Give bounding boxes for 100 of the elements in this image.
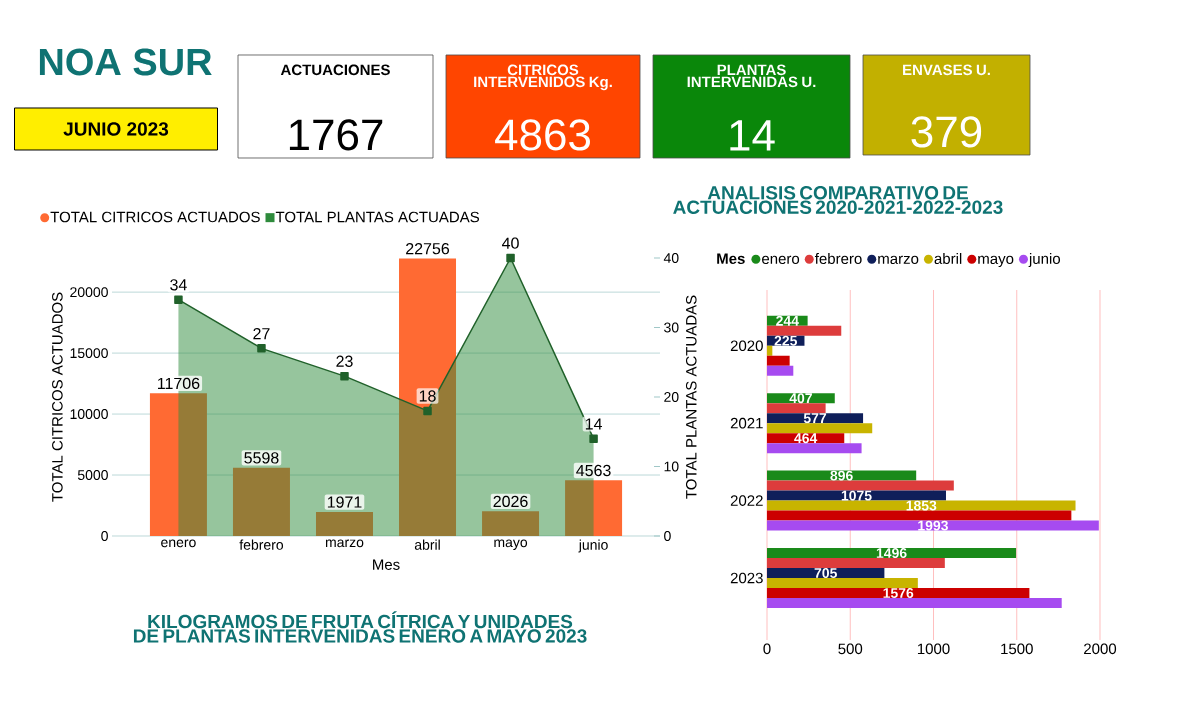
- x-tick-label: 0: [763, 643, 771, 655]
- bar: [767, 578, 918, 589]
- legend-label: TOTAL PLANTAS ACTUADAS: [275, 211, 480, 223]
- data-label: 244: [776, 315, 799, 326]
- data-label: 34: [170, 279, 187, 291]
- data-label: 11706: [158, 377, 200, 390]
- bar: [232, 467, 290, 536]
- y-tick-label: 15000: [70, 348, 108, 359]
- x-tick-label: abril: [414, 539, 440, 550]
- text: CITRICOS INTERVENIDOS Kg.: [474, 64, 612, 91]
- point: [340, 371, 349, 381]
- y2-tick-label: 20: [664, 392, 679, 402]
- text: 1767: [289, 119, 383, 151]
- x-tick-label: 1500: [1001, 643, 1033, 655]
- y2-tick-label: 30: [664, 322, 679, 333]
- bar: [399, 258, 457, 536]
- bar: [767, 500, 1076, 511]
- x-axis-title: Mes: [373, 559, 400, 570]
- x-tick-label: febrero: [239, 539, 284, 550]
- data-label: 27: [253, 327, 270, 340]
- bar: [565, 480, 623, 536]
- data-label: 1576: [883, 588, 914, 598]
- y2-axis-title: TOTAL PLANTAS ACTUADAS: [685, 295, 697, 499]
- text: JUNIO 2023: [63, 122, 169, 136]
- text: 4863: [495, 119, 590, 151]
- x-tick-label: junio: [578, 539, 608, 553]
- legend-label: TOTAL CITRICOS ACTUADOS: [50, 211, 260, 223]
- text: PLANTAS INTERVENIDAS U.: [687, 64, 816, 88]
- y-axis-title: TOTAL CITRICOS ACTUADOS: [52, 292, 63, 502]
- data-label: 1853: [906, 500, 937, 511]
- x-tick-label: 1000: [917, 643, 950, 655]
- bar: [767, 510, 1072, 521]
- y-tick-label: 0: [101, 531, 108, 541]
- data-label: 5598: [244, 452, 279, 464]
- chart-title: ANALISIS COMPARATIVO DE ACTUACIONES 2020-2021-2022-2023: [673, 186, 1003, 214]
- x-tick-label: enero: [161, 539, 196, 548]
- data-label: 225: [774, 335, 798, 346]
- text: NOA SUR: [39, 48, 212, 76]
- data-label: 22756: [406, 243, 450, 255]
- point: [589, 434, 598, 443]
- bar: [767, 520, 1099, 531]
- bar: [149, 393, 207, 536]
- y2-tick-label: 40: [663, 253, 679, 263]
- data-label: 577: [803, 413, 827, 424]
- bar: [767, 470, 917, 481]
- bar: [767, 558, 945, 569]
- bar: [482, 511, 540, 536]
- legend-label: mayo: [978, 255, 1014, 267]
- bar: [315, 511, 373, 536]
- data-label: 705: [814, 568, 837, 578]
- bar: [767, 423, 873, 434]
- text: ACTUACIONES: [280, 64, 390, 76]
- bar: [767, 548, 1017, 559]
- bar: [767, 325, 842, 336]
- data-label: 1496: [876, 548, 907, 558]
- data-label: 896: [830, 470, 853, 481]
- bar: [767, 355, 790, 366]
- y-tick-label: 10000: [70, 409, 108, 420]
- y-tick-label: 5000: [77, 470, 108, 480]
- bar: [767, 480, 954, 491]
- data-label: 1971: [327, 496, 362, 508]
- y-tick-label: 2020: [730, 340, 763, 352]
- data-label: 40: [502, 237, 519, 249]
- x-tick-label: 2000: [1084, 643, 1117, 655]
- y2-tick-label: 10: [664, 461, 679, 472]
- y-tick-label: 2021: [730, 417, 763, 429]
- bar: [767, 490, 946, 501]
- text: KILOGRAMOS DE FRUTA CÍTRICA Y UNIDADES DE PLANTAS INTERVENIDAS ENERO A MAYO 2023: [133, 611, 587, 643]
- bar: [767, 345, 773, 356]
- y-tick-label: 2022: [730, 495, 763, 506]
- legend-label: enero: [762, 255, 800, 265]
- y2-tick-label: 0: [664, 531, 671, 541]
- text: 14: [730, 120, 775, 151]
- x-tick-label: mayo: [494, 539, 528, 550]
- legend-label: marzo: [878, 255, 919, 265]
- point: [174, 295, 183, 304]
- data-label: 14: [585, 418, 602, 430]
- legend-label: junio: [1028, 253, 1061, 267]
- text: ENVASES U.: [903, 64, 990, 76]
- point: [257, 344, 266, 353]
- bar: [767, 568, 885, 579]
- y-tick-label: 20000: [70, 287, 108, 298]
- data-label: 23: [336, 355, 353, 367]
- point: [423, 406, 432, 416]
- data-label: 407: [789, 393, 812, 404]
- data-label: 4563: [576, 464, 611, 477]
- y-tick-label: 2023: [730, 572, 763, 584]
- x-tick-label: 500: [838, 643, 863, 655]
- data-label: 2026: [493, 495, 528, 508]
- data-label: 18: [419, 390, 436, 402]
- data-label: 464: [794, 433, 818, 444]
- bar: [767, 588, 1030, 599]
- data-label: 1993: [918, 520, 948, 531]
- bar: [767, 403, 826, 414]
- legend-title: Mes: [717, 253, 745, 265]
- data-label: 1075: [841, 490, 872, 501]
- text: 379: [911, 116, 982, 148]
- bar: [767, 413, 864, 424]
- legend-label: febrero: [814, 253, 862, 265]
- bar: [767, 443, 862, 454]
